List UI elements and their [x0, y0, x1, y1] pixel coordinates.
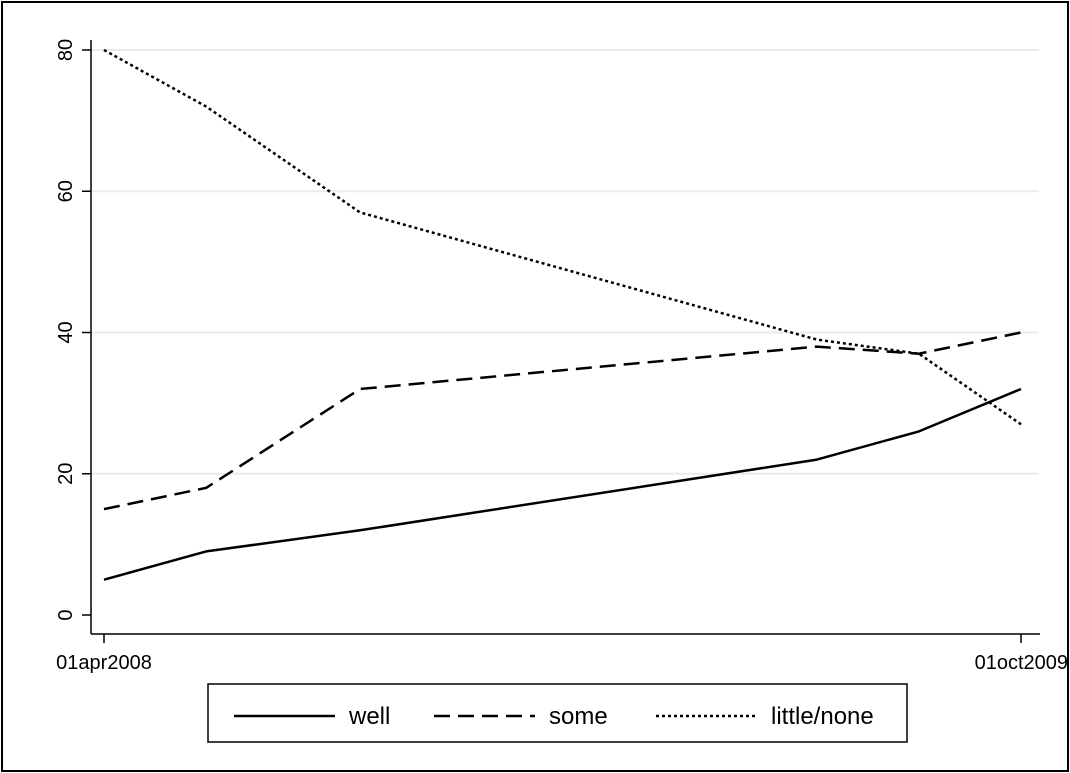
series-line-little-none — [103, 48, 1022, 426]
series-line-well — [103, 387, 1022, 581]
y-tick-label: 80 — [55, 39, 77, 61]
x-tick-label: 01oct2009 — [975, 652, 1068, 674]
x-tick-label: 01apr2008 — [56, 652, 152, 674]
y-tick-label: 60 — [55, 180, 77, 202]
y-tick-label: 0 — [55, 609, 77, 620]
x-axis-ticks: 01apr2008 01oct2009 — [56, 634, 1068, 674]
legend-label: little/none — [771, 703, 874, 730]
legend-label: well — [348, 703, 390, 730]
series-line-some — [103, 331, 1022, 511]
legend-label: some — [549, 703, 608, 730]
y-tick-label: 20 — [55, 463, 77, 485]
y-axis-ticks: 0 20 40 60 80 — [55, 39, 91, 621]
legend: well some little/none — [207, 683, 908, 743]
legend-box — [207, 683, 908, 743]
series-lines — [103, 48, 1022, 581]
grid-lines — [92, 49, 1039, 475]
y-tick-label: 40 — [55, 321, 77, 343]
